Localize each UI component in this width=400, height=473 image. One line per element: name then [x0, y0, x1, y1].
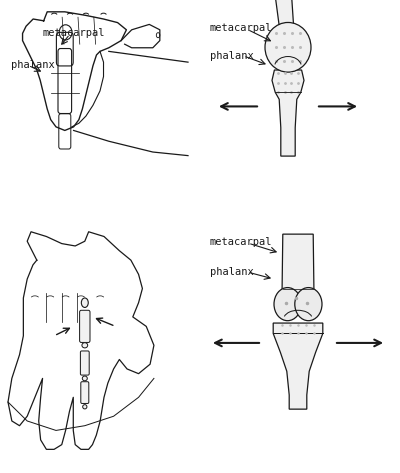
Polygon shape — [273, 323, 323, 409]
Text: phalanx: phalanx — [210, 51, 254, 61]
Ellipse shape — [274, 288, 301, 321]
Polygon shape — [272, 0, 294, 38]
Polygon shape — [282, 234, 314, 296]
Text: phalanx: phalanx — [11, 60, 55, 70]
Ellipse shape — [82, 376, 87, 381]
FancyBboxPatch shape — [80, 310, 90, 342]
Text: metacarpal: metacarpal — [210, 23, 272, 34]
Ellipse shape — [81, 298, 88, 307]
Ellipse shape — [295, 288, 322, 321]
Ellipse shape — [83, 404, 87, 409]
Ellipse shape — [82, 342, 88, 348]
Text: phalanx: phalanx — [210, 267, 254, 277]
Polygon shape — [272, 70, 304, 156]
Ellipse shape — [265, 23, 311, 72]
FancyBboxPatch shape — [81, 382, 89, 403]
Text: metacarpal: metacarpal — [43, 28, 105, 38]
Text: metacarpal: metacarpal — [210, 237, 272, 247]
FancyBboxPatch shape — [80, 351, 89, 375]
